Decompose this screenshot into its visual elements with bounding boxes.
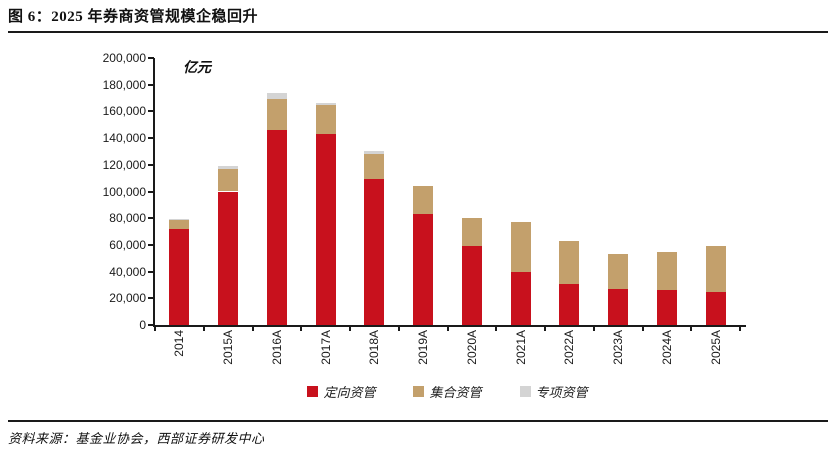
x-axis-label-2014: 2014	[172, 330, 187, 357]
x-axis-tick	[202, 327, 205, 331]
title-divider	[8, 31, 828, 33]
x-axis-label-2019A: 2019A	[416, 330, 431, 365]
x-axis-tick	[349, 327, 351, 331]
legend-swatch-icon	[413, 385, 425, 397]
x-axis-tick	[397, 327, 400, 331]
bar-segment-专项资管-2015A	[218, 166, 239, 170]
y-axis-tick-label: 0	[139, 318, 146, 332]
source-divider	[8, 420, 828, 422]
x-axis-label-2020A: 2020A	[464, 330, 479, 365]
x-axis-tick	[544, 327, 546, 331]
bar-segment-集合资管-2017A	[315, 105, 336, 135]
x-axis-line	[153, 325, 746, 327]
y-axis-tick	[148, 297, 154, 300]
bar-segment-定向资管-2021A	[510, 271, 531, 325]
legend-swatch-icon	[307, 385, 319, 397]
y-axis-tick-label: 200,000	[102, 51, 146, 65]
bar-segment-集合资管-2016A	[266, 99, 287, 131]
bar-segment-集合资管-2020A	[461, 217, 482, 247]
x-axis-label-2021A: 2021A	[513, 330, 528, 365]
y-axis-tick	[148, 57, 154, 59]
source-note: 资料来源：基金业协会，西部证券研发中心	[8, 431, 265, 446]
bar-segment-集合资管-2019A	[413, 186, 434, 215]
x-axis-label-2015A: 2015A	[221, 330, 236, 365]
x-axis-tick	[641, 327, 644, 331]
x-axis-label-2025A: 2025A	[708, 330, 723, 365]
y-axis-tick-label: 140,000	[102, 131, 146, 146]
legend-label: 专项资管	[535, 384, 588, 400]
bar-segment-定向资管-2023A	[608, 288, 629, 325]
bar-segment-定向资管-2025A	[705, 291, 726, 325]
x-axis-label-2023A: 2023A	[611, 330, 626, 365]
chart-legend: 定向资管 集合资管 专项资管	[155, 381, 740, 401]
legend-label: 定向资管	[323, 384, 376, 400]
y-axis-tick	[148, 163, 154, 166]
y-axis-tick-label: 180,000	[102, 77, 146, 92]
y-axis-tick	[148, 190, 154, 193]
x-axis-label-2016A: 2016A	[269, 330, 284, 365]
y-axis-tick-label: 40,000	[109, 264, 146, 279]
bar-segment-定向资管-2016A	[266, 130, 287, 325]
x-axis-tick	[739, 327, 741, 331]
bar-segment-专项资管-2017A	[315, 103, 336, 106]
legend-item-专项资管: 专项资管	[519, 382, 588, 401]
x-axis-label-2022A: 2022A	[562, 330, 577, 365]
bar-segment-定向资管-2015A	[218, 191, 239, 325]
legend-swatch-icon	[519, 385, 531, 397]
bar-segment-定向资管-2017A	[315, 134, 336, 325]
y-axis-tick-label: 160,000	[102, 104, 146, 119]
y-axis-tick-label: 100,000	[102, 184, 146, 199]
bar-segment-专项资管-2014	[169, 218, 190, 221]
bar-segment-定向资管-2022A	[559, 283, 580, 325]
bar-segment-集合资管-2018A	[364, 154, 385, 180]
x-axis-tick	[446, 327, 449, 331]
bar-segment-集合资管-2021A	[510, 222, 531, 272]
bar-segment-集合资管-2015A	[218, 169, 239, 192]
x-axis-tick	[251, 327, 254, 331]
figure-title: 图 6：2025 年券商资管规模企稳回升	[8, 9, 259, 25]
y-axis-tick	[148, 270, 154, 273]
bar-segment-集合资管-2014	[169, 220, 190, 229]
y-axis-tick-label: 80,000	[109, 211, 146, 226]
y-axis-line	[153, 58, 155, 327]
x-axis-tick	[154, 327, 156, 331]
y-axis-tick	[148, 83, 154, 86]
bar-segment-专项资管-2016A	[266, 93, 287, 100]
legend-label: 集合资管	[429, 384, 482, 400]
bar-segment-定向资管-2020A	[461, 246, 482, 325]
legend-item-定向资管: 定向资管	[307, 382, 375, 401]
bar-segment-定向资管-2018A	[364, 179, 385, 325]
x-axis-label-2017A: 2017A	[318, 330, 333, 365]
y-axis-tick	[148, 217, 154, 220]
y-axis-tick-label: 120,000	[102, 157, 146, 172]
bar-segment-定向资管-2024A	[656, 290, 677, 325]
x-axis-tick	[495, 327, 498, 331]
x-axis-label-2018A: 2018A	[367, 330, 382, 365]
bar-segment-集合资管-2025A	[705, 246, 726, 292]
y-axis-tick	[148, 243, 154, 246]
bar-segment-集合资管-2024A	[656, 252, 677, 291]
x-axis-tick	[300, 327, 303, 331]
bar-segment-集合资管-2022A	[559, 240, 580, 284]
bar-segment-定向资管-2019A	[413, 214, 434, 325]
bar-segment-集合资管-2023A	[608, 253, 629, 289]
bar-segment-专项资管-2018A	[364, 151, 385, 155]
x-axis-label-2024A: 2024A	[659, 330, 674, 365]
y-axis-tick	[148, 137, 154, 140]
bar-segment-定向资管-2014	[169, 228, 190, 325]
y-axis-tick	[148, 324, 154, 326]
x-axis-tick	[592, 327, 595, 331]
y-axis-tick-label: 60,000	[109, 237, 146, 252]
y-axis-tick-label: 20,000	[109, 291, 146, 306]
legend-item-集合资管: 集合资管	[413, 382, 482, 401]
x-axis-tick	[690, 327, 693, 331]
y-axis-unit-label: 亿元	[183, 61, 211, 76]
y-axis-tick	[148, 110, 154, 113]
